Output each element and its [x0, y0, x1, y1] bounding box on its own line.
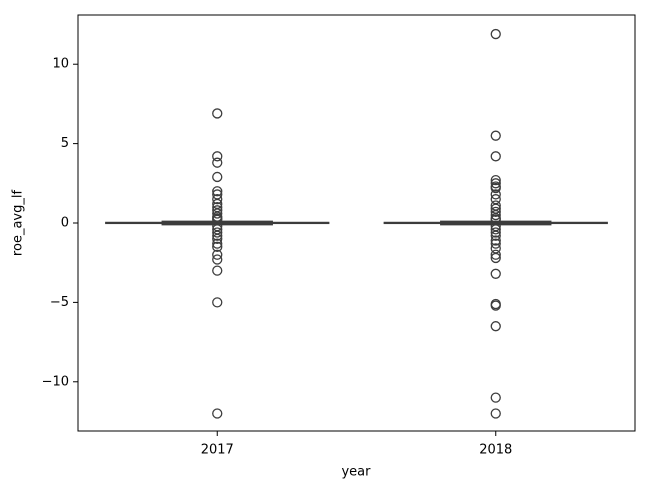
outlier	[490, 300, 501, 311]
outlier	[490, 151, 501, 162]
outlier	[490, 189, 501, 200]
y-axis-label: roe_avg_lf	[11, 190, 26, 257]
outlier	[212, 171, 223, 183]
outlier	[212, 186, 223, 197]
outlier	[212, 238, 223, 249]
outlier	[490, 28, 501, 40]
x-tick-label: 2017	[201, 443, 234, 458]
outlier	[212, 194, 223, 205]
outlier	[212, 408, 223, 419]
y-tick-label: −5	[50, 295, 69, 310]
y-tick-label: 10	[52, 57, 69, 72]
outlier	[212, 254, 223, 265]
outlier	[212, 230, 223, 241]
outlier	[490, 392, 501, 403]
y-tick-label: 0	[61, 216, 69, 231]
outlier	[490, 174, 501, 186]
outlier	[212, 297, 223, 308]
outlier	[490, 249, 501, 260]
outlier	[212, 233, 223, 245]
outlier	[490, 178, 501, 189]
outlier	[490, 238, 501, 249]
outlier	[490, 209, 501, 221]
outlier	[212, 265, 223, 276]
outlier	[212, 108, 223, 119]
y-tick-label: 5	[61, 136, 69, 151]
outlier	[490, 252, 501, 264]
outlier	[490, 182, 501, 194]
outlier	[212, 157, 223, 168]
outlier	[490, 408, 501, 419]
x-tick-label: 2018	[479, 443, 512, 458]
outlier	[490, 268, 501, 279]
x-axis-label: year	[341, 465, 371, 480]
outlier	[490, 230, 501, 241]
outlier	[212, 227, 223, 238]
outlier	[490, 227, 501, 238]
outlier	[490, 224, 501, 235]
outlier	[490, 130, 501, 141]
outlier	[212, 241, 223, 252]
outlier	[490, 206, 501, 218]
y-tick-label: −10	[42, 374, 69, 389]
outlier	[490, 235, 501, 246]
outlier	[490, 321, 501, 332]
outlier	[212, 208, 223, 219]
outlier	[212, 249, 223, 260]
outlier	[212, 151, 223, 162]
